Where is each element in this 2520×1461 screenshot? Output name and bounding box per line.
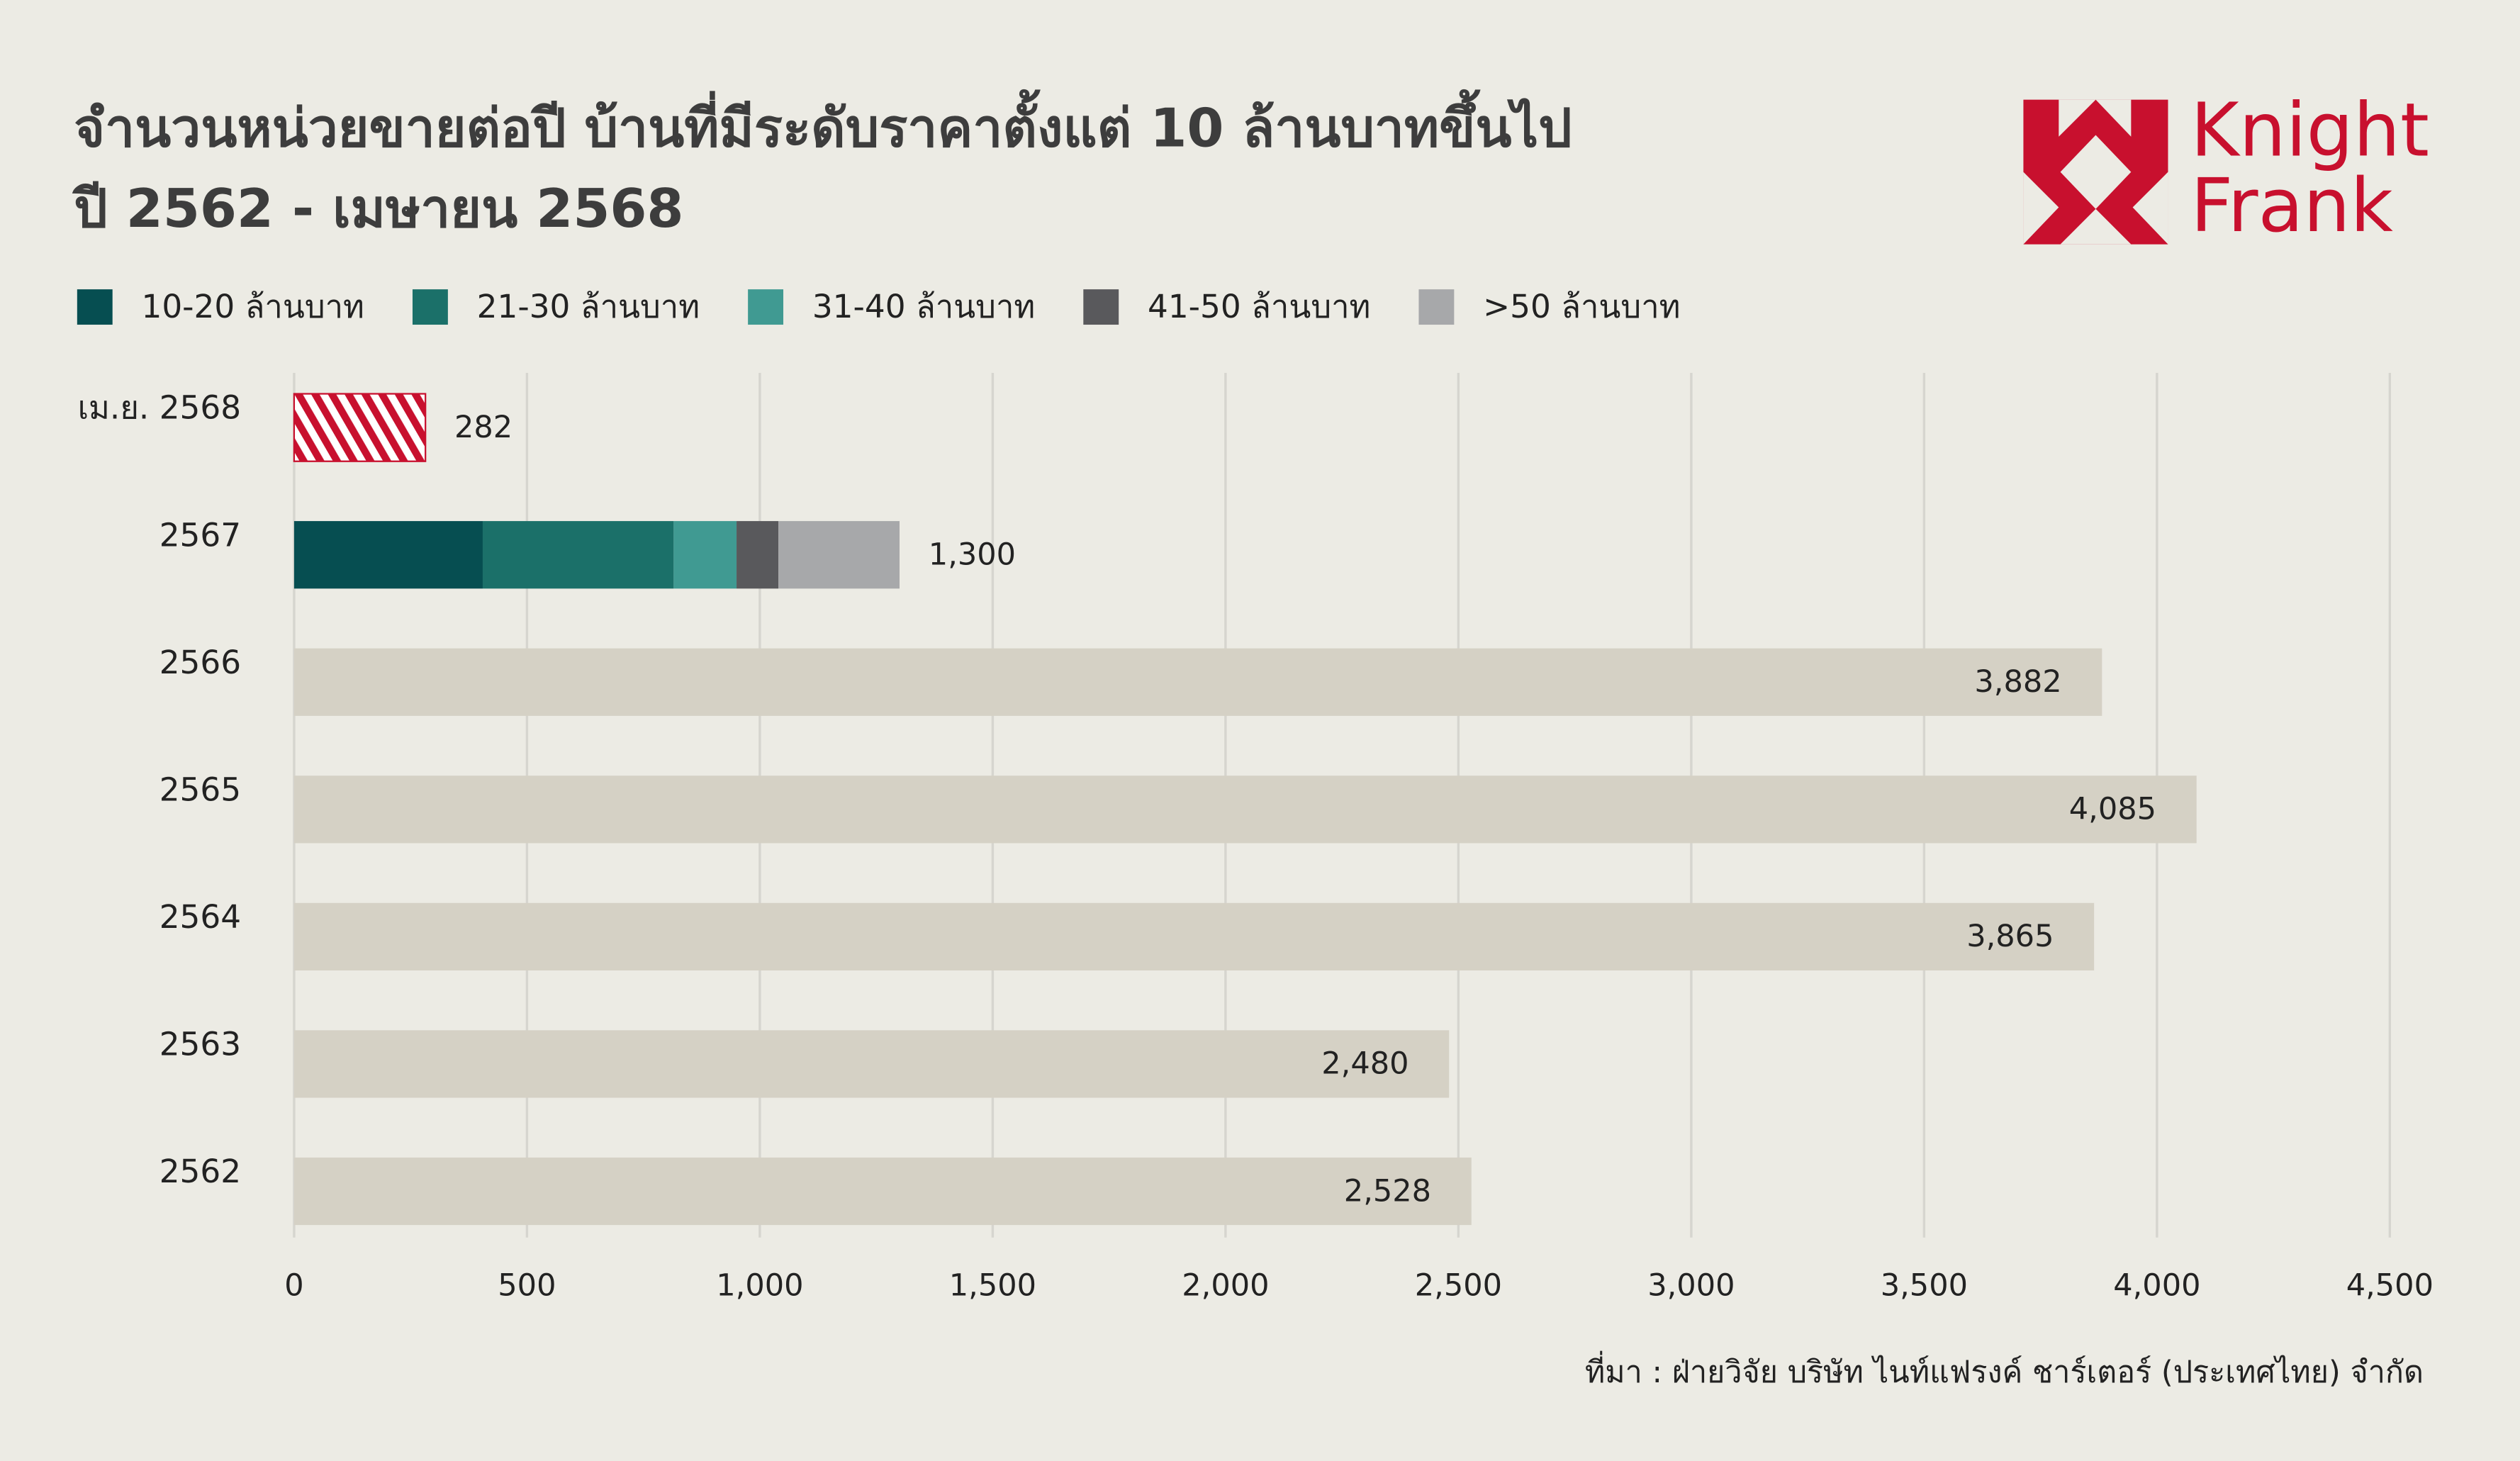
x-tick-label: 2,500 — [1415, 1268, 1502, 1304]
y-tick-label: 2563 — [159, 1026, 241, 1063]
x-tick-label: 3,000 — [1647, 1268, 1735, 1304]
logo-mark — [2132, 172, 2168, 245]
legend-swatch — [77, 289, 113, 325]
partial-bar — [293, 393, 427, 462]
legend-swatch — [1418, 289, 1455, 325]
y-tick-label: เม.ย. 2568 — [78, 389, 242, 427]
logo-text: Knight — [2190, 86, 2429, 173]
x-tick-label: 1,000 — [716, 1268, 803, 1304]
y-tick-label: 2564 — [159, 898, 241, 936]
x-tick-label: 4,500 — [2346, 1268, 2434, 1304]
bar — [293, 1030, 1450, 1098]
value-label: 3,865 — [1966, 919, 2054, 954]
x-tick-label: 0 — [284, 1268, 303, 1304]
bar — [293, 1157, 1472, 1226]
bar-segment — [482, 521, 674, 589]
value-label: 2,528 — [1344, 1173, 1431, 1209]
chart-title: จำนวนหน่วยขายต่อปี บ้านที่มีระดับราคาตั้… — [74, 89, 1572, 159]
source-note: ที่มา : ฝ่ายวิจัย บริษัท ไนท์แฟรงค์ ชาร์… — [1585, 1351, 2424, 1390]
bar — [293, 648, 2102, 716]
bar — [293, 776, 2197, 844]
x-tick-label: 500 — [498, 1268, 556, 1304]
bar-segment — [293, 521, 483, 589]
logo: Knight Frank — [2023, 86, 2429, 249]
x-tick-label: 3,500 — [1881, 1268, 1968, 1304]
value-label: 2,480 — [1321, 1046, 1409, 1082]
legend-swatch — [1083, 289, 1119, 325]
bar — [293, 902, 2095, 970]
legend-label: 31-40 ล้านบาท — [812, 288, 1035, 325]
logo-mark — [2060, 208, 2132, 245]
value-label: 282 — [454, 410, 513, 445]
logo-text: Frank — [2190, 162, 2393, 249]
legend-swatch — [748, 289, 784, 325]
value-label: 1,300 — [929, 537, 1016, 572]
y-tick-label: 2566 — [159, 644, 241, 681]
chart-subtitle: ปี 2562 - เมษายน 2568 — [72, 178, 683, 240]
y-tick-label: 2562 — [159, 1153, 241, 1190]
bar-segment — [778, 521, 900, 589]
x-tick-label: 1,500 — [949, 1268, 1036, 1304]
logo-mark — [2060, 135, 2132, 209]
legend-label: 10-20 ล้านบาท — [142, 288, 364, 325]
x-tick-label: 4,000 — [2113, 1268, 2200, 1304]
logo-mark — [2023, 172, 2059, 245]
legend-swatch — [412, 289, 448, 325]
y-tick-label: 2567 — [159, 516, 241, 554]
legend-label: 21-30 ล้านบาท — [477, 288, 700, 325]
bar-segment — [673, 521, 737, 589]
legend-label: >50 ล้านบาท — [1483, 288, 1680, 325]
value-label: 3,882 — [1974, 664, 2061, 700]
x-tick-label: 2,000 — [1182, 1268, 1269, 1304]
value-label: 4,085 — [2069, 792, 2156, 827]
bar-segment — [737, 521, 779, 589]
y-tick-label: 2565 — [159, 771, 241, 808]
legend-label: 41-50 ล้านบาท — [1148, 288, 1370, 325]
